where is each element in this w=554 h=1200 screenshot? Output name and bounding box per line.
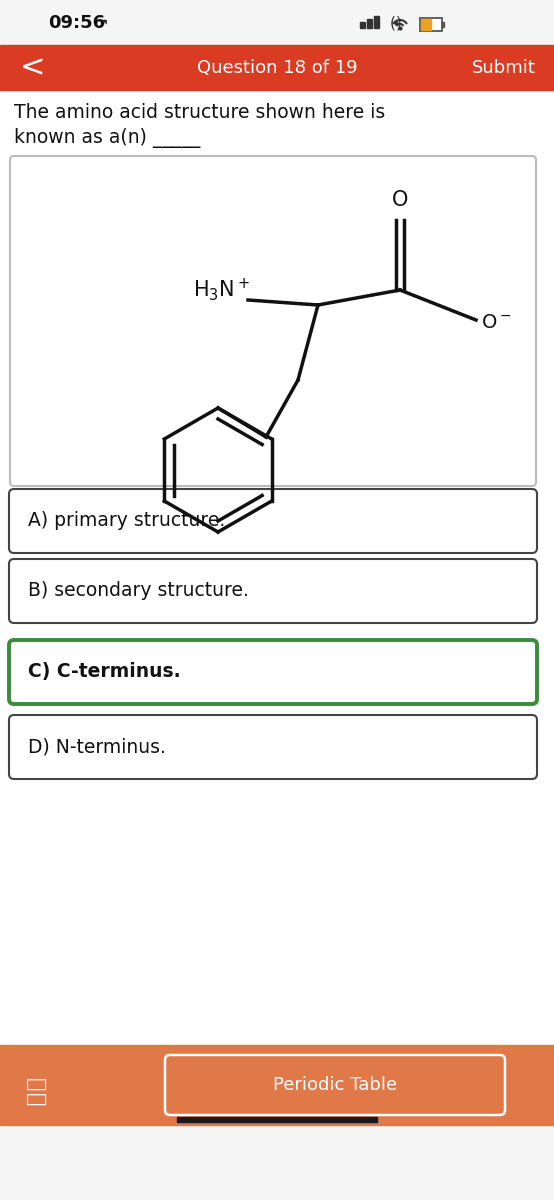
Text: Submit: Submit xyxy=(472,59,536,77)
Text: known as a(n) _____: known as a(n) _____ xyxy=(14,128,201,148)
FancyBboxPatch shape xyxy=(420,18,442,31)
Text: (: ( xyxy=(390,16,396,30)
Text: 〉: 〉 xyxy=(25,1079,45,1092)
Text: D) N-terminus.: D) N-terminus. xyxy=(28,738,166,756)
Text: C) C-terminus.: C) C-terminus. xyxy=(28,662,181,682)
FancyBboxPatch shape xyxy=(165,1055,505,1115)
Text: 09:56: 09:56 xyxy=(48,14,105,32)
FancyBboxPatch shape xyxy=(9,715,537,779)
Text: A) primary structure.: A) primary structure. xyxy=(28,511,225,530)
Text: ●: ● xyxy=(394,20,398,25)
Bar xyxy=(0,1045,554,1126)
Text: <: < xyxy=(20,54,45,83)
Text: O: O xyxy=(392,190,408,210)
Text: The amino acid structure shown here is: The amino acid structure shown here is xyxy=(14,102,385,121)
Text: $\mathsf{O^-}$: $\mathsf{O^-}$ xyxy=(481,312,511,331)
Text: B) secondary structure.: B) secondary structure. xyxy=(28,582,249,600)
Bar xyxy=(0,90,554,1126)
Text: ↗: ↗ xyxy=(96,16,107,30)
Text: Question 18 of 19: Question 18 of 19 xyxy=(197,59,357,77)
Text: Periodic Table: Periodic Table xyxy=(273,1076,397,1094)
FancyBboxPatch shape xyxy=(9,490,537,553)
Bar xyxy=(0,0,554,44)
Text: 〉: 〉 xyxy=(25,1093,45,1106)
Text: $\mathsf{H_3N^+}$: $\mathsf{H_3N^+}$ xyxy=(193,276,250,304)
FancyBboxPatch shape xyxy=(10,156,536,486)
Bar xyxy=(177,1117,377,1122)
Bar xyxy=(442,22,444,26)
Bar xyxy=(360,22,365,28)
FancyBboxPatch shape xyxy=(9,559,537,623)
Bar xyxy=(0,44,554,90)
Bar xyxy=(374,16,379,28)
Bar xyxy=(421,19,431,30)
Bar xyxy=(367,19,372,28)
FancyBboxPatch shape xyxy=(9,640,537,704)
Text: ): ) xyxy=(396,16,402,30)
